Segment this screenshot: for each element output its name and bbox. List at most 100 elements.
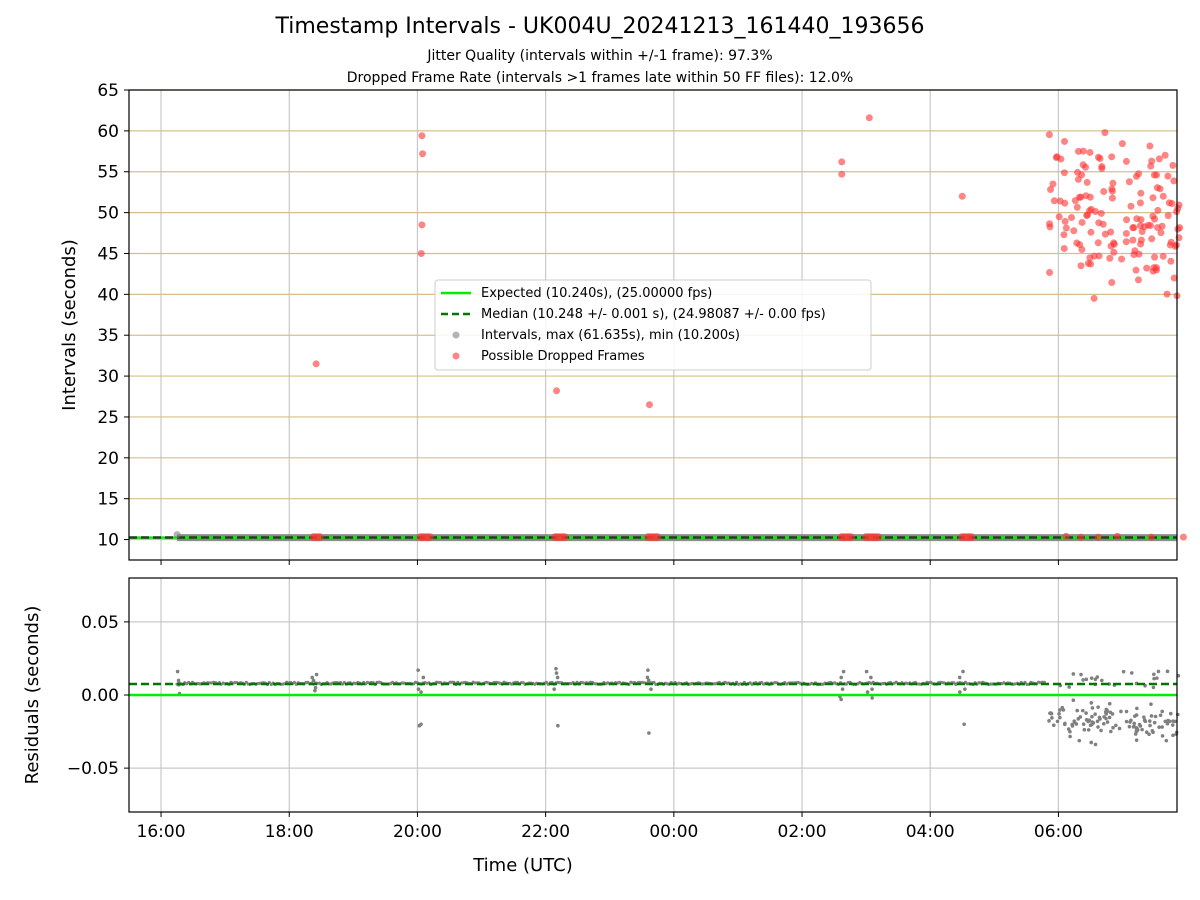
dropped-frame-point xyxy=(645,401,653,409)
legend-label: Median (10.248 +/- 0.001 s), (24.98087 +… xyxy=(481,307,826,322)
residual-point xyxy=(1058,708,1062,712)
residuals-plot-frame xyxy=(128,577,1178,813)
residual-point xyxy=(1104,716,1108,721)
dropped-frame-point xyxy=(1165,199,1173,207)
residual-point xyxy=(1142,718,1147,723)
dropped-frame-point xyxy=(1086,148,1094,156)
residual-point xyxy=(1134,727,1139,731)
residual-point xyxy=(1091,721,1096,725)
residual-point xyxy=(1151,685,1156,690)
residual-point xyxy=(1051,723,1056,728)
dropped-frame-point xyxy=(1118,140,1126,148)
residual-point xyxy=(1055,719,1060,724)
residual-point xyxy=(313,688,317,693)
residual-point xyxy=(1168,711,1173,716)
legend-box xyxy=(434,279,872,371)
dropped-frame-point xyxy=(1161,151,1169,159)
residual-point xyxy=(1129,718,1133,723)
residual-point xyxy=(1164,738,1169,743)
residual-point xyxy=(1062,722,1067,727)
dropped-frame-point xyxy=(1084,259,1092,267)
residual-point xyxy=(1153,714,1158,719)
residual-point xyxy=(646,678,651,683)
residual-point xyxy=(1079,672,1083,677)
dropped-frame-point xyxy=(1122,229,1130,237)
dropped-frame-point xyxy=(1127,202,1135,210)
dropped-frame-point xyxy=(1062,532,1070,540)
residual-point xyxy=(1160,734,1165,738)
residual-point xyxy=(840,687,845,691)
dropped-frame-point xyxy=(1094,239,1102,247)
residual-point xyxy=(1105,720,1110,724)
intervals-y-axis-label: Intervals (seconds) xyxy=(59,239,80,411)
residual-point xyxy=(1089,676,1094,680)
dropped-frame-point xyxy=(1077,533,1085,541)
dropped-frame-point xyxy=(1099,220,1107,228)
dropped-frame-point xyxy=(958,192,966,200)
residual-point xyxy=(1135,706,1139,711)
dropped-frame-point xyxy=(1122,238,1130,246)
dropped-frame-point xyxy=(1143,264,1151,272)
dropped-frame-point xyxy=(1053,153,1061,161)
residual-point xyxy=(1071,698,1076,702)
dropped-frame-point xyxy=(1149,212,1157,220)
dropped-frame-point xyxy=(1046,269,1054,277)
chart-title: Timestamp Intervals - UK004U_20241213_16… xyxy=(275,14,925,39)
dropped-frame-point xyxy=(417,249,425,257)
residual-point xyxy=(1147,719,1152,723)
dropped-frame-point xyxy=(1148,235,1156,243)
y-tick-label: 10 xyxy=(97,531,119,551)
residual-point xyxy=(1142,715,1146,719)
dropped-frame-point xyxy=(1090,294,1098,302)
dropped-frame-point xyxy=(1123,216,1131,224)
x-tick-label: 16:00 xyxy=(137,822,186,842)
residual-point xyxy=(1158,713,1163,718)
residual-point xyxy=(645,675,650,680)
dropped-frame-point xyxy=(1136,199,1144,207)
residual-point xyxy=(1090,714,1094,719)
residual-point xyxy=(1093,742,1098,747)
dropped-frame-point xyxy=(1144,221,1152,229)
dropped-frame-point xyxy=(1179,533,1187,541)
y-tick-label: 20 xyxy=(97,449,119,469)
dropped-frame-point xyxy=(1087,205,1095,213)
residual-point xyxy=(1138,724,1143,728)
residual-point xyxy=(419,690,423,694)
dropped-frame-point xyxy=(1152,266,1160,274)
residual-point xyxy=(416,668,420,672)
residual-point xyxy=(1072,720,1077,724)
legend-label: Intervals, max (61.635s), min (10.200s) xyxy=(481,328,740,343)
residual-point xyxy=(1166,719,1170,723)
residual-point xyxy=(1160,709,1164,714)
dropped-frame-point xyxy=(1101,129,1109,137)
dropped-frame-point xyxy=(1079,147,1087,155)
residual-point xyxy=(864,669,869,674)
legend-intervals-swatch xyxy=(452,331,460,339)
dropped-frame-point xyxy=(1108,279,1116,287)
dropped-frame-point xyxy=(1060,245,1068,253)
y-tick-label: 45 xyxy=(97,244,119,264)
dropped-frame-point xyxy=(846,533,855,542)
residual-point xyxy=(1147,732,1151,737)
residual-point xyxy=(1100,678,1104,683)
residual-point xyxy=(839,697,843,702)
residual-point xyxy=(1165,721,1170,726)
residual-point xyxy=(958,690,962,694)
dropped-frame-point xyxy=(1050,197,1058,205)
dropped-frame-point xyxy=(967,533,976,542)
residual-point xyxy=(1089,740,1094,745)
dropped-frame-point xyxy=(1086,193,1094,201)
residual-point xyxy=(646,668,650,672)
residual-point xyxy=(1140,727,1144,732)
dropped-frame-point xyxy=(838,170,846,178)
dropped-frame-point xyxy=(1164,212,1172,220)
residual-point xyxy=(1088,723,1093,728)
dropped-frame-point xyxy=(1083,178,1091,186)
residual-point xyxy=(1071,672,1076,676)
y-tick-label: 55 xyxy=(97,163,119,183)
residual-point xyxy=(1049,711,1053,715)
dropped-frame-point xyxy=(1174,204,1182,212)
dropped-frame-point xyxy=(1107,242,1115,250)
dropped-frame-point xyxy=(1067,213,1075,221)
residual-point xyxy=(1096,725,1100,729)
